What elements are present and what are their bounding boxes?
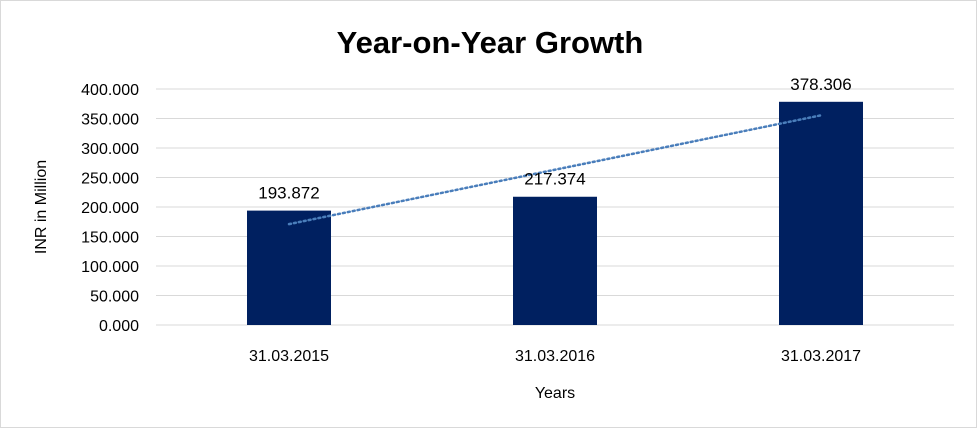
y-tick-label: 0.000 [99, 318, 139, 335]
bar [247, 210, 331, 325]
x-tick-label: 31.03.2017 [781, 348, 861, 365]
bar [779, 101, 863, 325]
y-tick-label: 250.000 [81, 171, 139, 188]
y-tick-label: 200.000 [81, 200, 139, 217]
y-tick-label: 150.000 [81, 230, 139, 247]
y-tick-label: 50.000 [90, 289, 139, 306]
x-axis-label: Years [535, 385, 575, 402]
data-label: 378.306 [790, 75, 851, 94]
y-tick-label: 100.000 [81, 259, 139, 276]
bar [513, 196, 597, 325]
y-axis-label: INR in Million [33, 160, 50, 254]
x-tick-label: 31.03.2015 [249, 348, 329, 365]
y-tick-label: 350.000 [81, 112, 139, 129]
data-label: 193.872 [258, 184, 319, 203]
trendline [287, 114, 823, 226]
y-tick-label: 400.000 [81, 82, 139, 99]
x-tick-label: 31.03.2016 [515, 348, 595, 365]
data-label: 217.374 [524, 170, 585, 189]
y-tick-label: 300.000 [81, 141, 139, 158]
chart-title: Year-on-Year Growth [337, 25, 644, 60]
